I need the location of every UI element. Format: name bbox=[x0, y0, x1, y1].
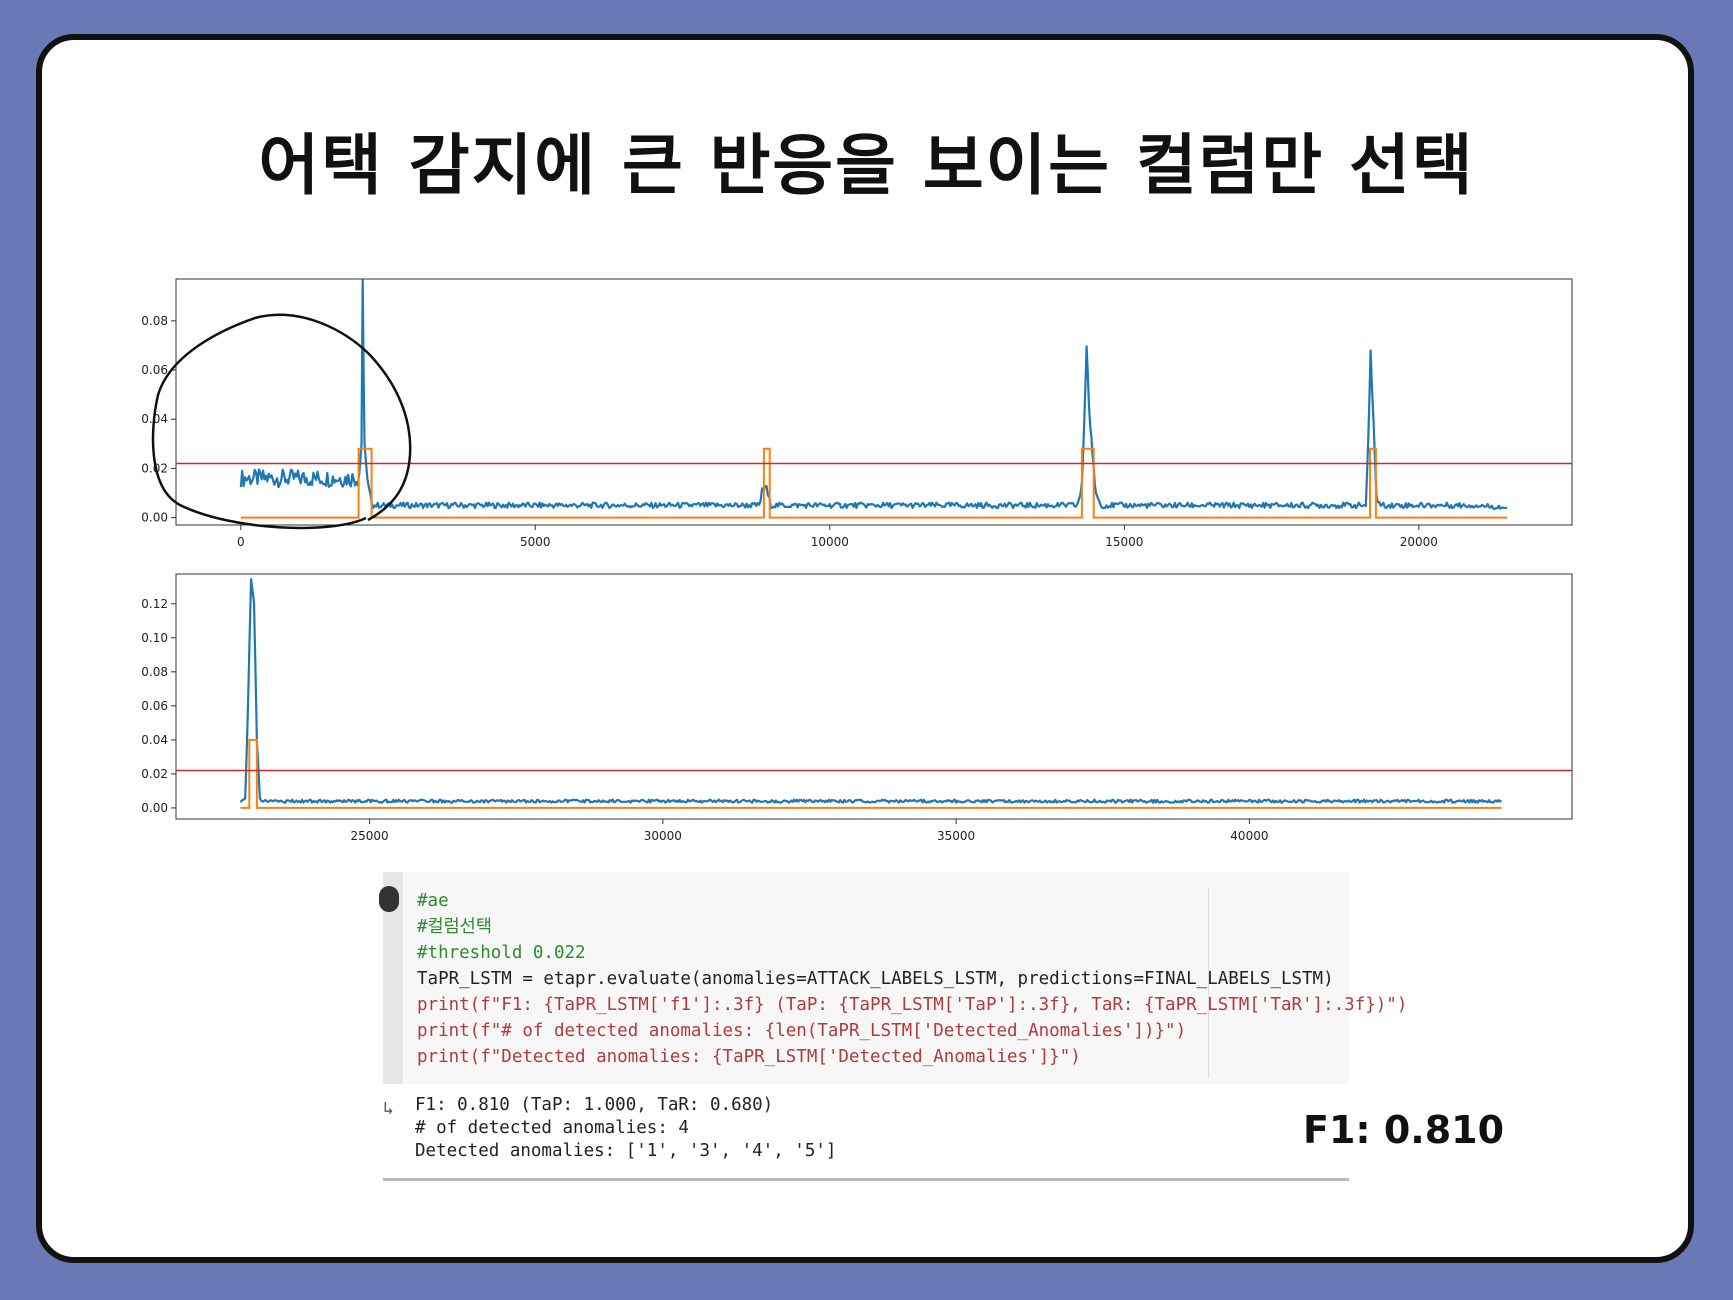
output-arrow-icon[interactable]: ↳ bbox=[383, 1098, 394, 1119]
code-line: print(f"F1: {TaPR_LSTM['f1']:.3f} (TaP: … bbox=[417, 995, 1408, 1015]
ruler-line bbox=[1208, 888, 1209, 1078]
y-tick-label: 0.12 bbox=[141, 597, 168, 611]
code-cell[interactable]: #ae #컬럼선택 #threshold 0.022 TaPR_LSTM = e… bbox=[379, 872, 1407, 1084]
cell-output: ↳ F1: 0.810 (TaP: 1.000, TaR: 0.680) # o… bbox=[383, 1094, 1349, 1181]
code-line: TaPR_LSTM = etapr.evaluate(anomalies=ATT… bbox=[417, 969, 1334, 989]
series-attack-label bbox=[240, 738, 1502, 809]
x-tick-label: 30000 bbox=[644, 829, 682, 843]
f1-callout: F1: 0.810 bbox=[1303, 1108, 1505, 1152]
y-tick-label: 0.00 bbox=[141, 511, 168, 525]
output-line: Detected anomalies: ['1', '3', '4', '5'] bbox=[415, 1141, 837, 1161]
run-cell-button[interactable] bbox=[379, 886, 399, 912]
series-attack-label bbox=[240, 447, 1508, 519]
chart-bottom: 25000 30000 35000 40000 0.00 0.02 0.04 0.06 0.08… bbox=[141, 573, 1573, 843]
code-line: print(f"Detected anomalies: {TaPR_LSTM['… bbox=[417, 1047, 1081, 1067]
output-line: # of detected anomalies: 4 bbox=[415, 1118, 689, 1138]
y-tick-label: 0.06 bbox=[141, 699, 168, 713]
code-line: print(f"# of detected anomalies: {len(Ta… bbox=[417, 1021, 1187, 1041]
y-tick-label: 0.02 bbox=[141, 461, 168, 475]
x-tick-label: 0 bbox=[237, 535, 245, 549]
hand-drawn-circle bbox=[151, 313, 412, 530]
code-line: #ae bbox=[417, 891, 449, 911]
code-text: #ae #컬럼선택 #threshold 0.022 TaPR_LSTM = e… bbox=[417, 888, 1407, 1070]
x-tick-label: 20000 bbox=[1400, 535, 1438, 549]
charts-canvas: 0 5000 10000 15000 20000 0.00 0.02 0.04 0.06 0.08… bbox=[141, 278, 1573, 843]
y-tick-label: 0.08 bbox=[141, 665, 168, 679]
output-line: F1: 0.810 (TaP: 1.000, TaR: 0.680) bbox=[415, 1095, 774, 1115]
x-tick-label: 25000 bbox=[350, 829, 388, 843]
x-tick-label: 5000 bbox=[520, 535, 551, 549]
x-tick-label: 40000 bbox=[1230, 829, 1268, 843]
plot-frame bbox=[175, 278, 1573, 526]
code-line: #threshold 0.022 bbox=[417, 943, 586, 963]
series-anomaly-score bbox=[239, 279, 1508, 511]
code-line: #컬럼선택 bbox=[417, 917, 492, 937]
x-tick-label: 35000 bbox=[937, 829, 975, 843]
plot-frame bbox=[175, 573, 1573, 820]
y-tick-label: 0.00 bbox=[141, 801, 168, 815]
y-tick-label: 0.04 bbox=[141, 733, 168, 747]
y-tick-label: 0.08 bbox=[141, 314, 168, 328]
output-text: F1: 0.810 (TaP: 1.000, TaR: 0.680) # of … bbox=[415, 1094, 836, 1163]
slide-title: 어택 감지에 큰 반응을 보이는 컬럼만 선택 bbox=[258, 127, 1475, 204]
y-tick-label: 0.02 bbox=[141, 767, 168, 781]
code-gutter bbox=[383, 872, 403, 1084]
y-tick-label: 0.10 bbox=[141, 631, 168, 645]
x-tick-label: 15000 bbox=[1105, 535, 1143, 549]
y-tick-label: 0.06 bbox=[141, 363, 168, 377]
series-anomaly-score bbox=[239, 578, 1502, 804]
x-tick-label: 10000 bbox=[811, 535, 849, 549]
